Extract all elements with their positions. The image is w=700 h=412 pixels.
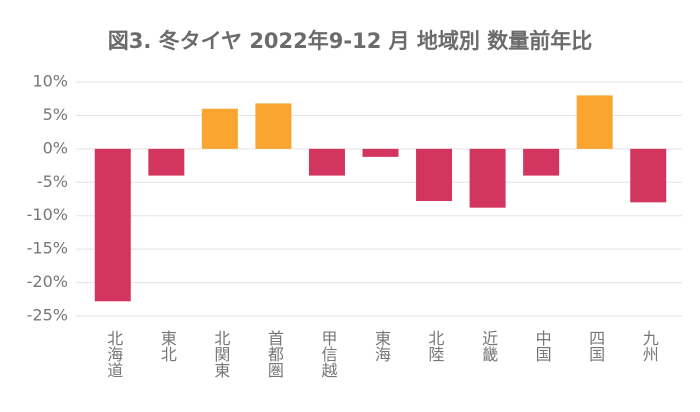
x-tick-label: 四国	[586, 330, 605, 362]
bar	[523, 148, 560, 176]
y-tick-label: 0%	[43, 138, 68, 157]
x-tick-label: 東北	[158, 330, 177, 362]
bar	[201, 108, 238, 149]
bar	[148, 148, 185, 176]
y-tick-label: -25%	[27, 306, 68, 325]
y-tick-label: 10%	[32, 72, 68, 91]
bar	[630, 148, 667, 203]
bar	[308, 148, 345, 176]
x-tick-label: 九州	[640, 330, 659, 362]
x-tick-label: 首都圏	[265, 330, 284, 378]
y-tick-label: -5%	[37, 172, 68, 191]
bar	[469, 148, 506, 208]
y-tick-label: -10%	[27, 205, 68, 224]
bar	[362, 148, 399, 157]
x-tick-label: 東海	[372, 330, 391, 362]
chart-title: 図3. 冬タイヤ 2022年9-12 月 地域別 数量前年比	[108, 29, 593, 53]
bar	[576, 95, 613, 149]
bar	[416, 148, 453, 202]
x-tick-label: 近畿	[479, 330, 498, 362]
y-tick-label: -15%	[27, 239, 68, 258]
bar	[255, 103, 292, 149]
x-tick-label: 北関東	[211, 330, 230, 378]
bar	[94, 148, 131, 302]
y-tick-label: 5%	[43, 105, 68, 124]
x-tick-label: 北陸	[426, 330, 445, 362]
x-tick-label: 中国	[533, 330, 552, 362]
x-tick-label: 北海道	[104, 330, 123, 378]
y-tick-label: -20%	[27, 272, 68, 291]
x-tick-label: 甲信越	[318, 330, 337, 378]
